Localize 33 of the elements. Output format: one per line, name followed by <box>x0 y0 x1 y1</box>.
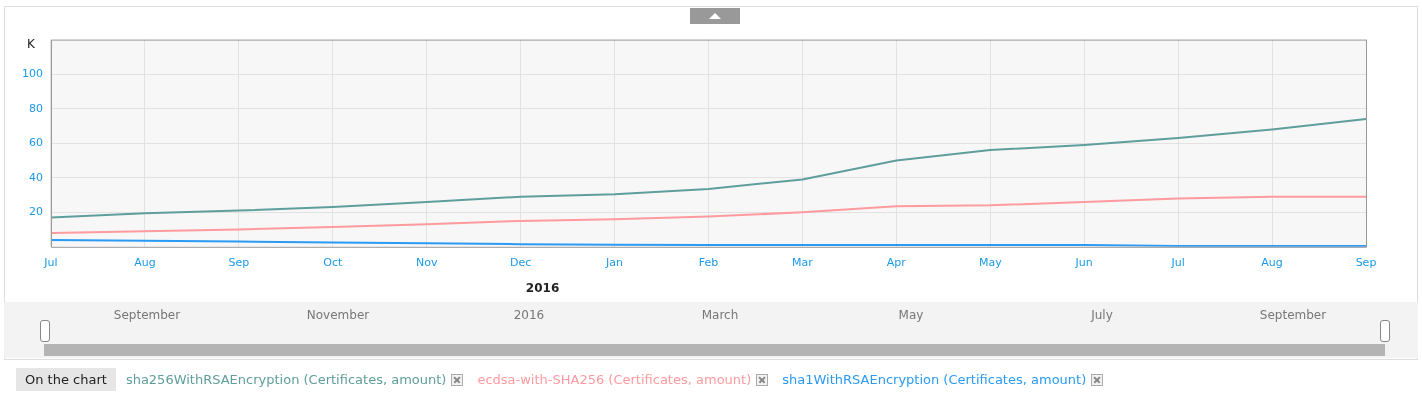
x-tick-label: Nov <box>415 256 438 270</box>
x-tick-label: Jan <box>605 256 624 270</box>
y-tick-label: 60 <box>29 136 43 150</box>
x-tick-label: Oct <box>323 256 343 270</box>
text: July <box>1089 308 1114 322</box>
text: September <box>1258 308 1328 322</box>
x-tick-label: Aug <box>1261 256 1283 270</box>
x-tick-label: Aug <box>134 256 156 270</box>
x-tick-label: Sep <box>1355 256 1377 270</box>
text: ecdsa-with-SHA256 (Certificates, amount) <box>477 372 752 387</box>
text: sha1WithRSAEncryption (Certificates, amount) <box>782 372 1087 387</box>
x-tick-label: Feb <box>698 256 719 270</box>
text: September <box>112 308 182 322</box>
text: sha256WithRSAEncryption (Certificates, amount) <box>125 372 447 387</box>
legend-title: On the chart <box>16 368 116 391</box>
y-tick-label: 40 <box>29 170 43 184</box>
x-tick-label: Apr <box>886 256 907 270</box>
x-tick-label: Jul <box>1170 256 1185 270</box>
text: May <box>897 308 925 322</box>
text: 2016 <box>512 308 546 322</box>
x-tick-label: May <box>978 256 1003 270</box>
text: November <box>305 308 371 322</box>
x-tick-label: Dec <box>509 256 532 270</box>
y-tick-label: 100 <box>22 66 43 80</box>
x-tick-label: Sep <box>228 256 250 270</box>
x-tick-label: Jul <box>43 256 58 270</box>
y-tick-label: 20 <box>29 205 43 219</box>
text: March <box>700 308 740 322</box>
x-tick-label: Jun <box>1074 256 1093 270</box>
y-tick-label: 80 <box>29 101 43 115</box>
y-axis-title: K <box>27 36 37 51</box>
text: 2016 <box>525 280 560 295</box>
x-tick-label: Mar <box>792 256 814 270</box>
